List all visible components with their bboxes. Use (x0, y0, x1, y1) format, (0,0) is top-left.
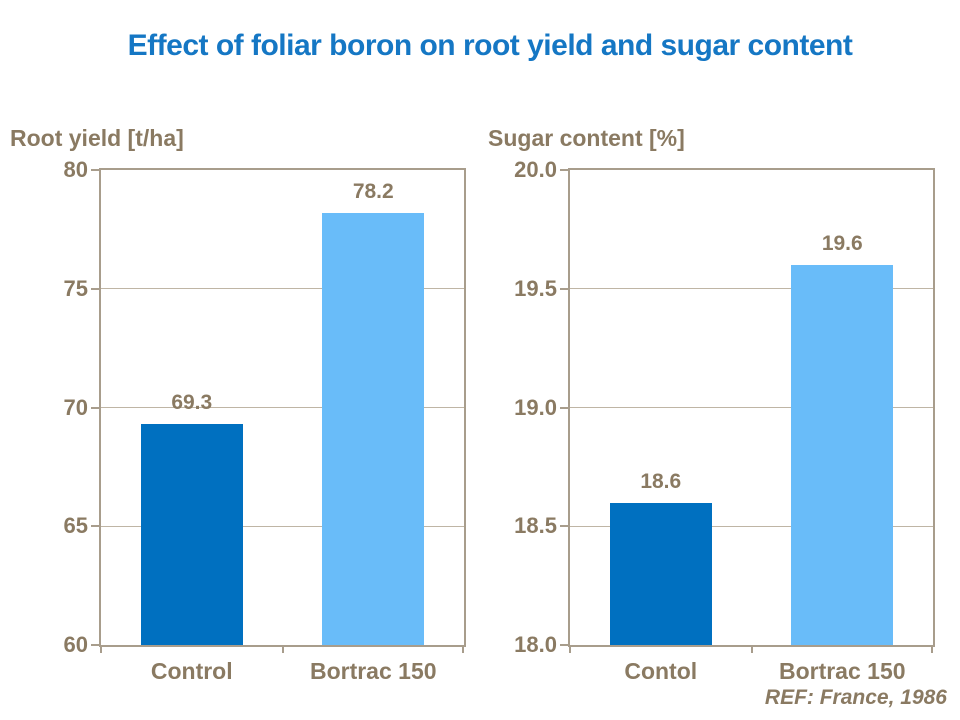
data-label-control: 69.3 (171, 391, 213, 415)
y-axis-tick-18.5 (560, 525, 568, 528)
y-axis-tick-19.5 (560, 287, 568, 290)
bar-bortrac-150 (791, 265, 894, 645)
x-axis-tick (462, 645, 464, 653)
y-axis-tick-19.0 (560, 406, 568, 409)
y-axis-label-60: 60 (63, 632, 88, 657)
chart-sugar-content: Sugar content [%] 20.0 19.5 19.0 18.5 18.0 18… (480, 120, 960, 710)
gridline-18.5 (570, 525, 933, 527)
plot-area-sugar-content: 20.0 19.5 19.0 18.5 18.0 18.6 Contol 19.6 Bortra… (514, 157, 935, 684)
reference-label: REF: France, 1986 (764, 686, 947, 709)
x-axis-tick (931, 645, 933, 653)
chart-root-yield: Root yield [t/ha] 80 75 70 65 60 69.3 Control 7… (0, 120, 480, 710)
y-axis-label-20.0: 20.0 (514, 157, 557, 182)
y-axis-tick-60 (91, 644, 99, 646)
y-axis-tick-20.0 (560, 169, 568, 171)
bar-bortrac-150 (322, 212, 425, 645)
y-axis-label-65: 65 (63, 513, 88, 539)
y-axis-label-18.0: 18.0 (514, 632, 557, 657)
x-axis-tick (569, 645, 571, 653)
y-axis-label-18.5: 18.5 (514, 513, 557, 539)
bar-contol (609, 502, 712, 645)
category-label-bortrac-150: Bortrac 150 (778, 658, 906, 684)
y-axis-label-80: 80 (63, 157, 88, 182)
data-label-contol: 18.6 (640, 469, 682, 493)
y-axis-tick-75 (91, 287, 99, 290)
y-axis-label-75: 75 (63, 275, 88, 301)
gridline-19.0 (570, 407, 933, 408)
gridline-19.5 (570, 288, 933, 290)
y-axis-tick-65 (91, 525, 99, 528)
y-axis-label-70: 70 (63, 394, 88, 420)
gridline-70 (101, 407, 464, 408)
bar-control (140, 424, 243, 645)
axis-title-sugar-content: Sugar content [%] (488, 125, 685, 151)
y-axis-label-19.5: 19.5 (514, 275, 557, 301)
category-label-contol: Contol (624, 658, 698, 684)
y-axis-tick-18.0 (560, 644, 568, 646)
category-label-bortrac-150: Bortrac 150 (309, 658, 437, 684)
gridline-65 (101, 525, 464, 527)
y-axis-tick-80 (91, 169, 99, 171)
page-title: Effect of foliar boron on root yield and… (127, 29, 853, 62)
y-axis-label-19.0: 19.0 (514, 394, 557, 420)
gridline-75 (101, 288, 464, 290)
x-axis-tick (281, 645, 284, 653)
axis-title-root-yield: Root yield [t/ha] (10, 125, 184, 151)
x-axis-tick (100, 645, 102, 653)
plot-area-root-yield: 80 75 70 65 60 69.3 Control 78.2 Bortrac 150 (64, 157, 466, 684)
x-axis-tick (750, 645, 753, 653)
y-axis-tick-70 (91, 406, 99, 409)
category-label-control: Control (150, 658, 233, 684)
data-label-bortrac-150: 78.2 (352, 179, 394, 203)
data-label-bortrac-150: 19.6 (821, 232, 863, 255)
